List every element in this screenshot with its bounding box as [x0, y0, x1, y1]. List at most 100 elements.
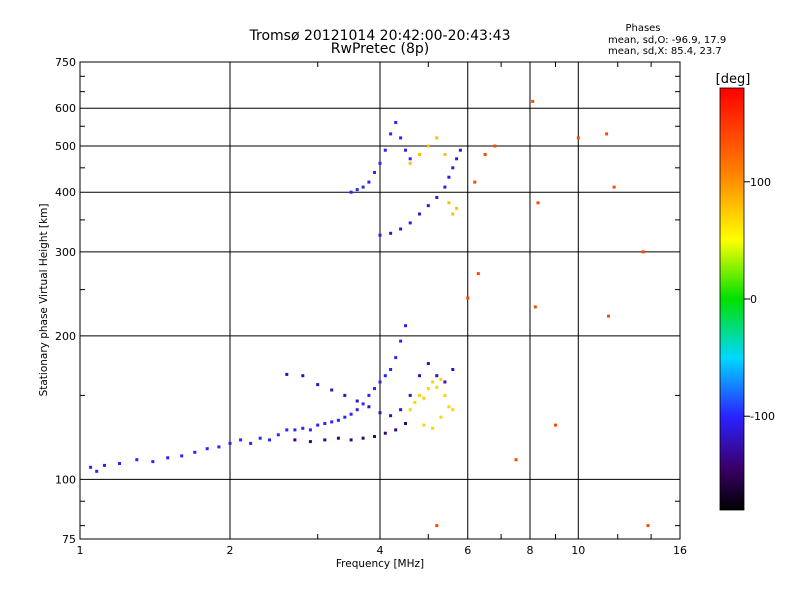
data-point	[435, 524, 439, 528]
data-point	[612, 185, 616, 189]
x-tick-label: 1	[77, 544, 84, 557]
data-point	[378, 380, 382, 384]
data-point	[268, 438, 271, 442]
data-point	[373, 387, 376, 391]
data-point	[336, 436, 340, 440]
data-point	[435, 136, 439, 140]
data-point	[330, 388, 334, 392]
data-point	[431, 426, 435, 430]
data-point	[443, 380, 447, 384]
data-point	[455, 157, 459, 161]
grid-lines	[80, 62, 680, 539]
data-point	[249, 441, 253, 445]
y-tick-label: 100	[55, 473, 76, 486]
data-point	[217, 445, 221, 449]
data-point	[418, 374, 421, 378]
data-point	[361, 185, 365, 189]
data-point	[531, 99, 535, 103]
data-point	[389, 132, 393, 136]
data-point	[89, 465, 93, 469]
y-tick-label: 75	[62, 533, 76, 546]
data-point	[103, 463, 106, 467]
data-point	[399, 408, 403, 412]
data-point	[408, 393, 412, 397]
data-point	[418, 212, 421, 216]
data-point	[426, 204, 430, 208]
data-point	[447, 175, 451, 179]
data-point	[389, 368, 393, 371]
data-point	[95, 469, 99, 473]
data-point	[404, 148, 407, 152]
data-point	[435, 374, 439, 378]
data-point	[408, 161, 412, 165]
data-point	[483, 153, 487, 156]
data-point	[355, 408, 359, 412]
data-point	[451, 166, 455, 170]
x-tick-label: 8	[527, 544, 534, 557]
data-point	[418, 153, 421, 156]
data-point	[228, 441, 232, 445]
data-point	[293, 428, 297, 432]
data-point	[373, 171, 376, 174]
data-point	[394, 121, 398, 124]
data-point	[447, 405, 451, 409]
data-point	[316, 383, 320, 387]
data-point	[399, 136, 403, 140]
y-axis-label: Stationary phase Virtual Height [km]	[38, 204, 50, 397]
data-point	[426, 387, 430, 391]
data-point	[301, 374, 305, 378]
data-point	[118, 462, 121, 465]
data-point	[361, 436, 365, 440]
x-tick-label: 2	[227, 544, 234, 557]
data-point	[607, 314, 610, 318]
data-point	[554, 423, 557, 427]
data-point	[323, 422, 327, 425]
x-tick-label: 10	[571, 544, 585, 557]
colorbar-tick-label: 100	[750, 176, 771, 189]
data-point	[383, 148, 387, 152]
data-point	[343, 415, 347, 419]
phase-mean-o: mean, sd,O: -96.9, 17.9	[608, 35, 726, 46]
data-point	[378, 233, 382, 237]
data-point	[443, 185, 447, 189]
data-point	[301, 426, 305, 430]
data-point	[439, 415, 443, 419]
data-point	[336, 418, 340, 422]
data-point	[383, 374, 387, 378]
data-point	[180, 454, 184, 458]
colorbar-ticks: 100 0 -100	[744, 176, 775, 423]
data-point	[389, 414, 393, 418]
data-point	[367, 180, 371, 184]
data-point	[373, 435, 376, 438]
data-point	[422, 396, 426, 400]
data-point	[514, 458, 518, 462]
y-tick-label: 200	[55, 330, 76, 343]
data-point	[383, 431, 387, 435]
data-point	[455, 206, 459, 210]
data-point	[646, 524, 650, 528]
data-point	[308, 440, 312, 444]
data-point	[431, 380, 435, 384]
colorbar-unit: [deg]	[716, 72, 751, 87]
data-point	[308, 428, 312, 432]
phase-heading: Phases	[625, 23, 660, 34]
phase-mean-x: mean, sd,X: 85.4, 23.7	[608, 46, 722, 57]
data-point	[389, 231, 393, 235]
data-point	[605, 132, 609, 136]
data-point	[451, 368, 455, 371]
data-point	[435, 385, 439, 389]
data-point	[408, 221, 412, 225]
data-point	[343, 393, 347, 397]
chart-title: Tromsø 20121014 20:42:00-20:43:43	[249, 28, 511, 44]
data-points	[89, 99, 650, 528]
data-point	[466, 296, 470, 300]
data-point	[493, 144, 497, 148]
data-point	[447, 201, 451, 205]
data-point	[439, 378, 443, 381]
data-point	[361, 402, 365, 406]
data-point	[378, 411, 382, 415]
colorbar-tick-label: 0	[750, 293, 757, 306]
data-point	[330, 420, 334, 424]
data-point	[399, 227, 403, 231]
